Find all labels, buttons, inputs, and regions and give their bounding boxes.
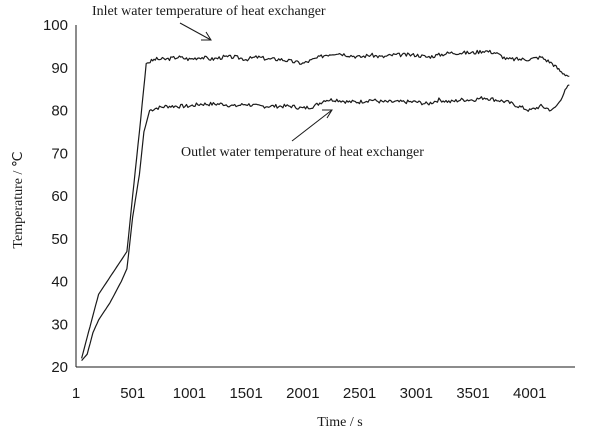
y-tick-label: 90 (51, 60, 68, 77)
y-tick-label: 100 (43, 17, 68, 34)
series-line-inlet (81, 49, 570, 359)
y-ticks: 20 30 40 50 60 70 80 90 100 (43, 17, 68, 376)
y-tick-label: 30 (51, 316, 68, 333)
outlet-arrow-head (322, 109, 333, 119)
x-tick-label: 1501 (229, 385, 262, 402)
y-tick-label: 50 (51, 231, 68, 248)
y-tick-label: 70 (51, 145, 68, 162)
x-tick-label: 4001 (513, 385, 546, 402)
outlet-annotation-arrow (291, 109, 333, 142)
series-line-outlet (81, 84, 570, 361)
y-axis-label: Temperature / ℃ (11, 151, 26, 248)
inlet-annotation: Inlet water temperature of heat exchange… (92, 4, 326, 19)
y-tick-label: 80 (51, 103, 68, 120)
x-tick-label: 2001 (286, 385, 319, 402)
axes (75, 25, 575, 368)
x-tick-label: 501 (120, 385, 145, 402)
inlet-arrow-head (201, 31, 212, 41)
y-tick-label: 20 (51, 359, 68, 376)
x-tick-label: 3001 (400, 385, 433, 402)
x-axis-label: Time / s (317, 415, 362, 430)
y-tick-label: 40 (51, 274, 68, 291)
inlet-annotation-arrow (179, 22, 212, 41)
y-tick-label: 60 (51, 188, 68, 205)
x-tick-label: 2501 (343, 385, 376, 402)
x-tick-label: 1001 (173, 385, 206, 402)
x-tick-label: 3501 (456, 385, 489, 402)
x-tick-label: 1 (72, 385, 80, 402)
series-layer (81, 49, 570, 361)
outlet-annotation: Outlet water temperature of heat exchang… (181, 145, 424, 160)
x-ticks: 1 501 1001 1501 2001 2501 3001 3501 4001 (72, 385, 547, 402)
